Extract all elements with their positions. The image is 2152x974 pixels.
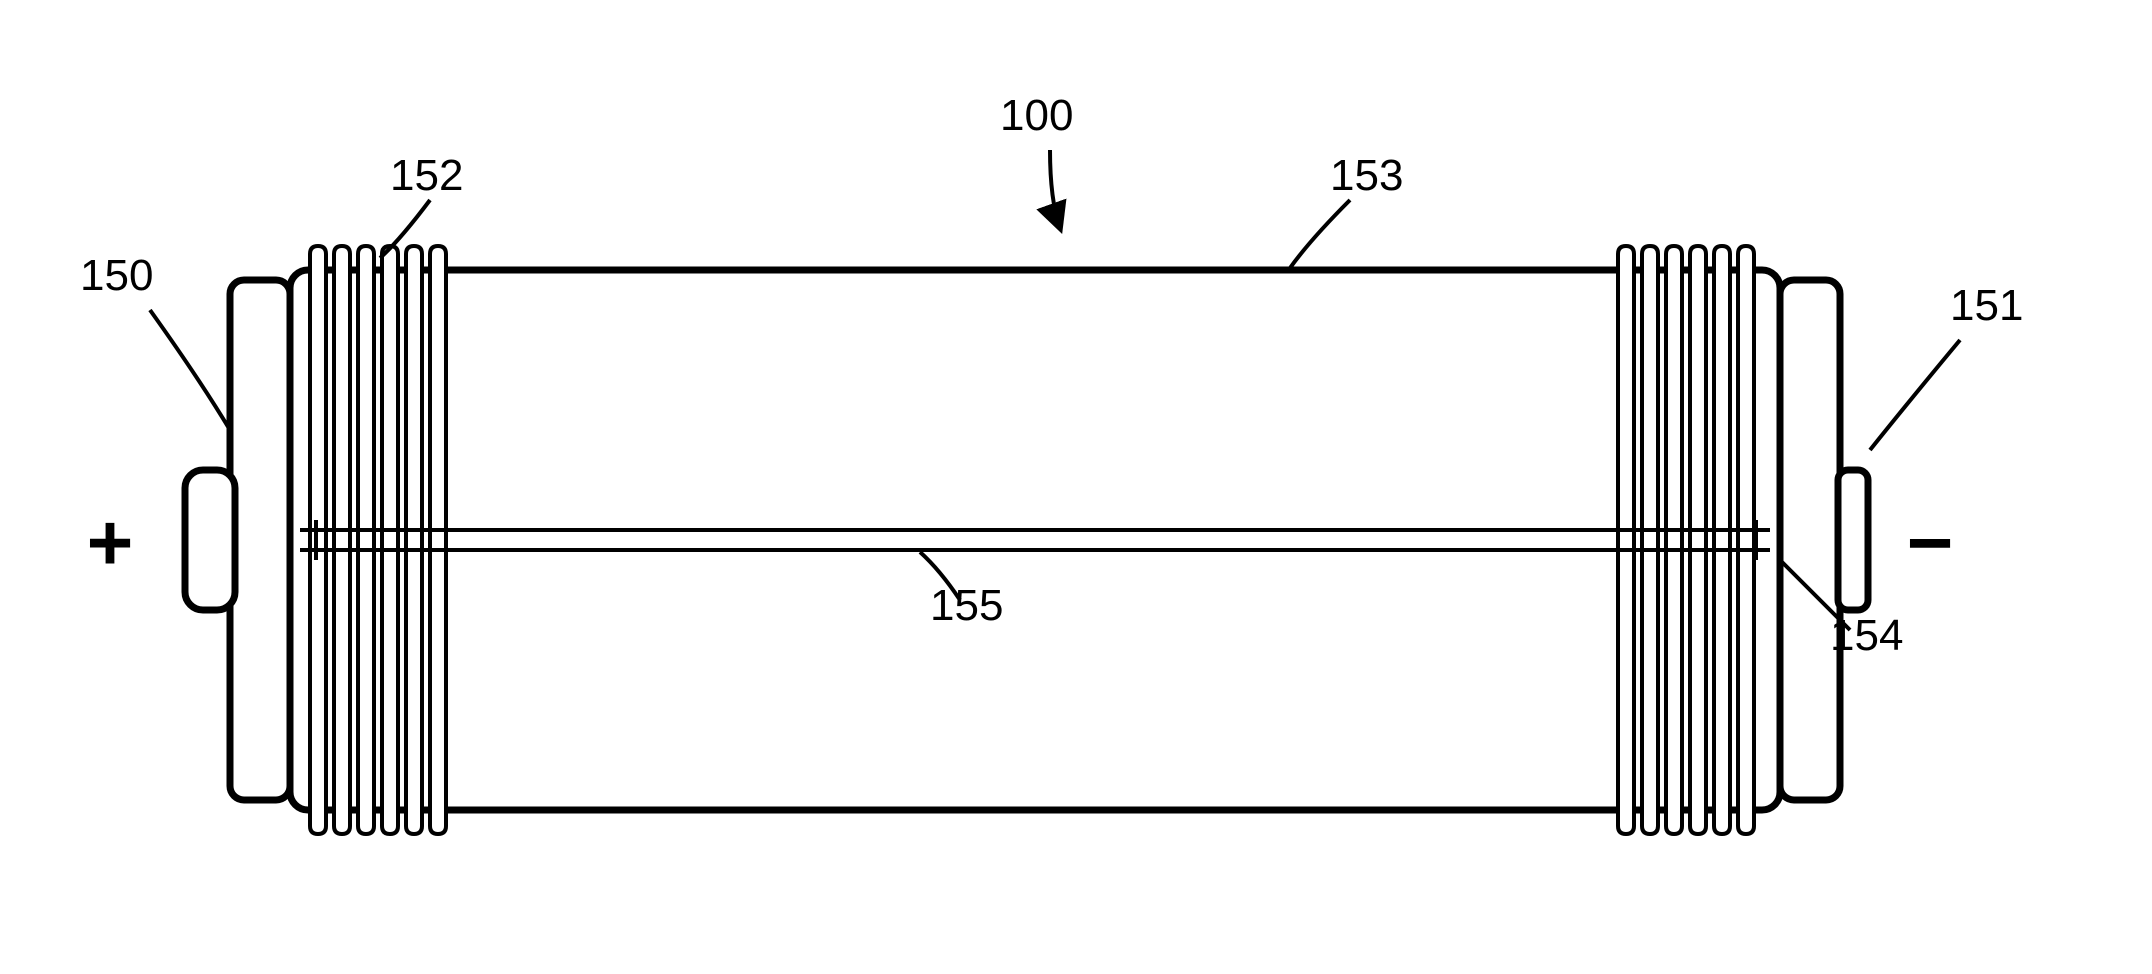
right-ring [1714,246,1730,834]
leader-line [1050,150,1060,228]
leader-line [150,310,230,430]
label-151: 151 [1950,281,2023,330]
right-ring [1690,246,1706,834]
label-155: 155 [930,581,1003,630]
leader-line [1290,200,1350,268]
right-ring [1666,246,1682,834]
label-152: 152 [390,151,463,200]
left-ring [406,246,422,834]
right-ring [1642,246,1658,834]
right-ring [1738,246,1754,834]
label-153: 153 [1330,151,1403,200]
minus-sign: − [1907,498,1954,587]
left-ring [382,246,398,834]
battery-body [290,270,1780,810]
label-154: 154 [1830,611,1903,660]
positive-terminal [185,470,235,610]
negative-terminal [1838,470,1868,610]
leader-line [1870,340,1960,450]
right-end-cap [1780,280,1840,800]
plus-sign: + [87,498,134,587]
label-150: 150 [80,251,153,300]
left-ring [430,246,446,834]
left-ring [358,246,374,834]
left-ring [334,246,350,834]
label-100: 100 [1000,91,1073,140]
right-ring [1618,246,1634,834]
left-end-cap [230,280,290,800]
